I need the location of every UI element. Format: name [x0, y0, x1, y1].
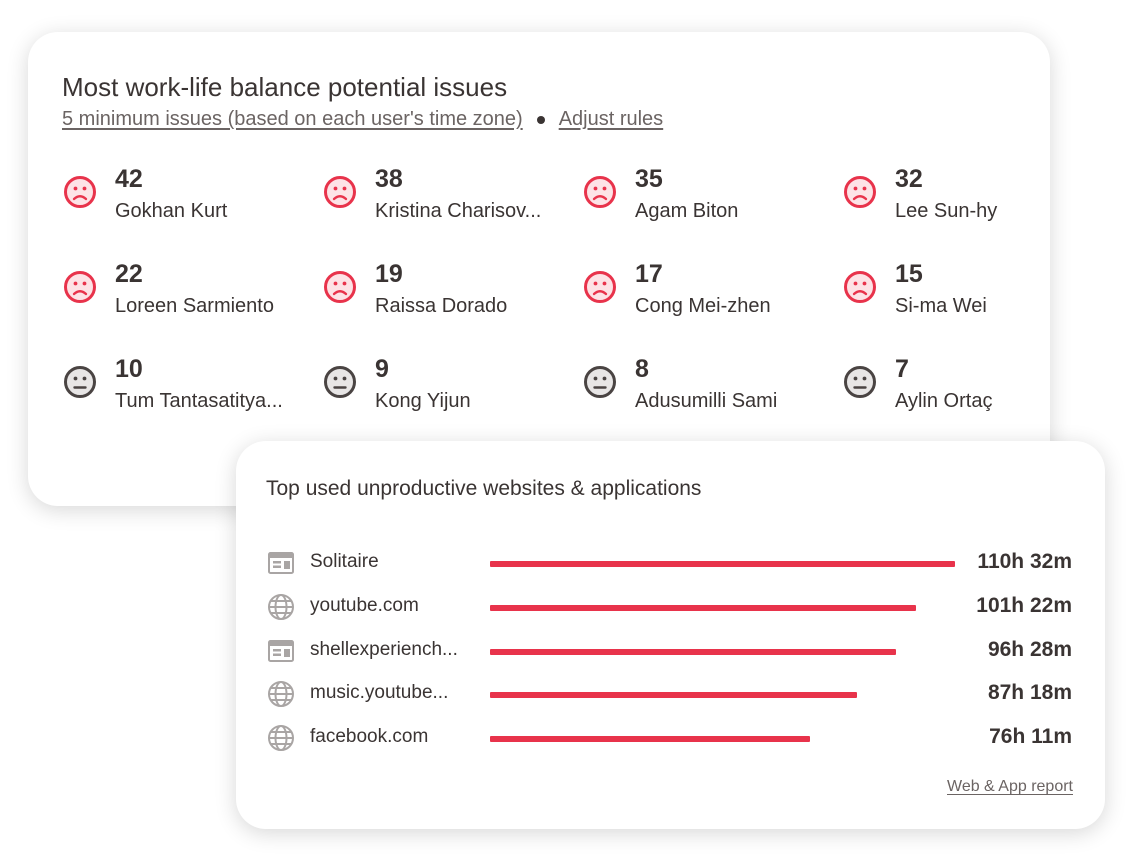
usage-bar	[490, 692, 857, 699]
issue-count: 38	[375, 165, 403, 193]
user-item[interactable]: 32 Lee Sun-hy	[843, 165, 1093, 237]
app-row[interactable]: youtube.com 101h 22m	[266, 585, 1076, 625]
user-item[interactable]: 8 Adusumilli Sami	[583, 355, 833, 427]
user-name: Kristina Charisov...	[375, 200, 542, 222]
issue-count: 7	[895, 355, 909, 383]
issue-count: 19	[375, 260, 403, 288]
user-name: Cong Mei-zhen	[635, 295, 771, 317]
user-name: Agam Biton	[635, 200, 739, 222]
user-item[interactable]: 42 Gokhan Kurt	[63, 165, 313, 237]
app-window-icon	[266, 636, 296, 666]
usage-time: 96h 28m	[987, 637, 1072, 661]
issue-count: 22	[115, 260, 143, 288]
user-name: Lee Sun-hy	[895, 200, 998, 222]
unproductive-apps-card: Top used unproductive websites & applica…	[236, 441, 1105, 829]
user-item[interactable]: 22 Loreen Sarmiento	[63, 260, 313, 332]
issue-count: 9	[375, 355, 389, 383]
issue-count: 8	[635, 355, 649, 383]
user-item[interactable]: 9 Kong Yijun	[323, 355, 573, 427]
web-app-report-link[interactable]: Web & App report	[947, 778, 1073, 795]
user-name: Tum Tantasatitya...	[115, 390, 283, 412]
user-item[interactable]: 19 Raissa Dorado	[323, 260, 573, 332]
app-name: facebook.com	[310, 726, 429, 747]
issue-count: 17	[635, 260, 663, 288]
sad-face-icon	[323, 270, 357, 304]
card-title: Most work-life balance potential issues	[62, 72, 508, 102]
usage-time: 87h 18m	[987, 681, 1072, 705]
card-title: Top used unproductive websites & applica…	[266, 477, 702, 500]
user-name: Adusumilli Sami	[635, 390, 778, 412]
user-name: Aylin Ortaç	[895, 390, 993, 412]
user-item[interactable]: 15 Si-ma Wei	[843, 260, 1093, 332]
sad-face-icon	[583, 270, 617, 304]
usage-bar	[490, 561, 955, 567]
separator-dot	[536, 115, 545, 124]
sad-face-icon	[843, 270, 877, 304]
sad-face-icon	[323, 175, 357, 209]
sad-face-icon	[63, 175, 97, 209]
user-name: Gokhan Kurt	[115, 200, 228, 222]
neutral-face-icon	[63, 365, 97, 399]
user-name: Kong Yijun	[375, 390, 471, 412]
app-row[interactable]: music.youtube... 87h 18m	[266, 672, 1076, 712]
sad-face-icon	[583, 175, 617, 209]
issue-count: 10	[115, 355, 143, 383]
usage-bar	[490, 648, 896, 655]
adjust-rules-link[interactable]: Adjust rules	[558, 108, 664, 130]
work-life-balance-card: Most work-life balance potential issues …	[28, 32, 1050, 506]
user-item[interactable]: 35 Agam Biton	[583, 165, 833, 237]
app-name: shellexperiench...	[310, 638, 458, 660]
app-row[interactable]: Solitaire 110h 32m	[266, 541, 1076, 581]
issue-count: 15	[895, 260, 923, 288]
usage-time: 101h 22m	[976, 593, 1072, 617]
app-row[interactable]: facebook.com 76h 11m	[266, 716, 1076, 756]
card-subtitle: 5 minimum issues (based on each user's t…	[62, 108, 663, 131]
minimum-issues-link[interactable]: 5 minimum issues (based on each user's t…	[62, 108, 523, 130]
app-name: youtube.com	[310, 594, 419, 616]
user-item[interactable]: 10 Tum Tantasatitya...	[63, 355, 313, 427]
neutral-face-icon	[323, 365, 357, 399]
globe-icon	[266, 679, 296, 709]
app-name: Solitaire	[310, 551, 379, 572]
sad-face-icon	[63, 270, 97, 304]
app-window-icon	[266, 548, 296, 578]
globe-icon	[266, 592, 296, 622]
usage-time: 110h 32m	[977, 550, 1072, 573]
issue-count: 42	[115, 165, 143, 193]
sad-face-icon	[843, 175, 877, 209]
user-item[interactable]: 17 Cong Mei-zhen	[583, 260, 833, 332]
issue-count: 32	[895, 165, 923, 193]
issue-count: 35	[635, 165, 663, 193]
neutral-face-icon	[583, 365, 617, 399]
usage-time: 76h 11m	[989, 725, 1072, 748]
globe-icon	[266, 723, 296, 753]
users-grid: 42 Gokhan Kurt 38 Kristina Charisov... 35 Aga…	[63, 165, 1063, 457]
user-name: Loreen Sarmiento	[115, 295, 274, 317]
usage-bar	[490, 604, 916, 611]
user-item[interactable]: 7 Aylin Ortaç	[843, 355, 1093, 427]
app-row[interactable]: shellexperiench... 96h 28m	[266, 629, 1076, 669]
user-name: Si-ma Wei	[895, 295, 987, 317]
usage-bar	[490, 736, 810, 742]
neutral-face-icon	[843, 365, 877, 399]
user-name: Raissa Dorado	[375, 295, 508, 317]
app-name: music.youtube...	[310, 682, 449, 704]
user-item[interactable]: 38 Kristina Charisov...	[323, 165, 573, 237]
